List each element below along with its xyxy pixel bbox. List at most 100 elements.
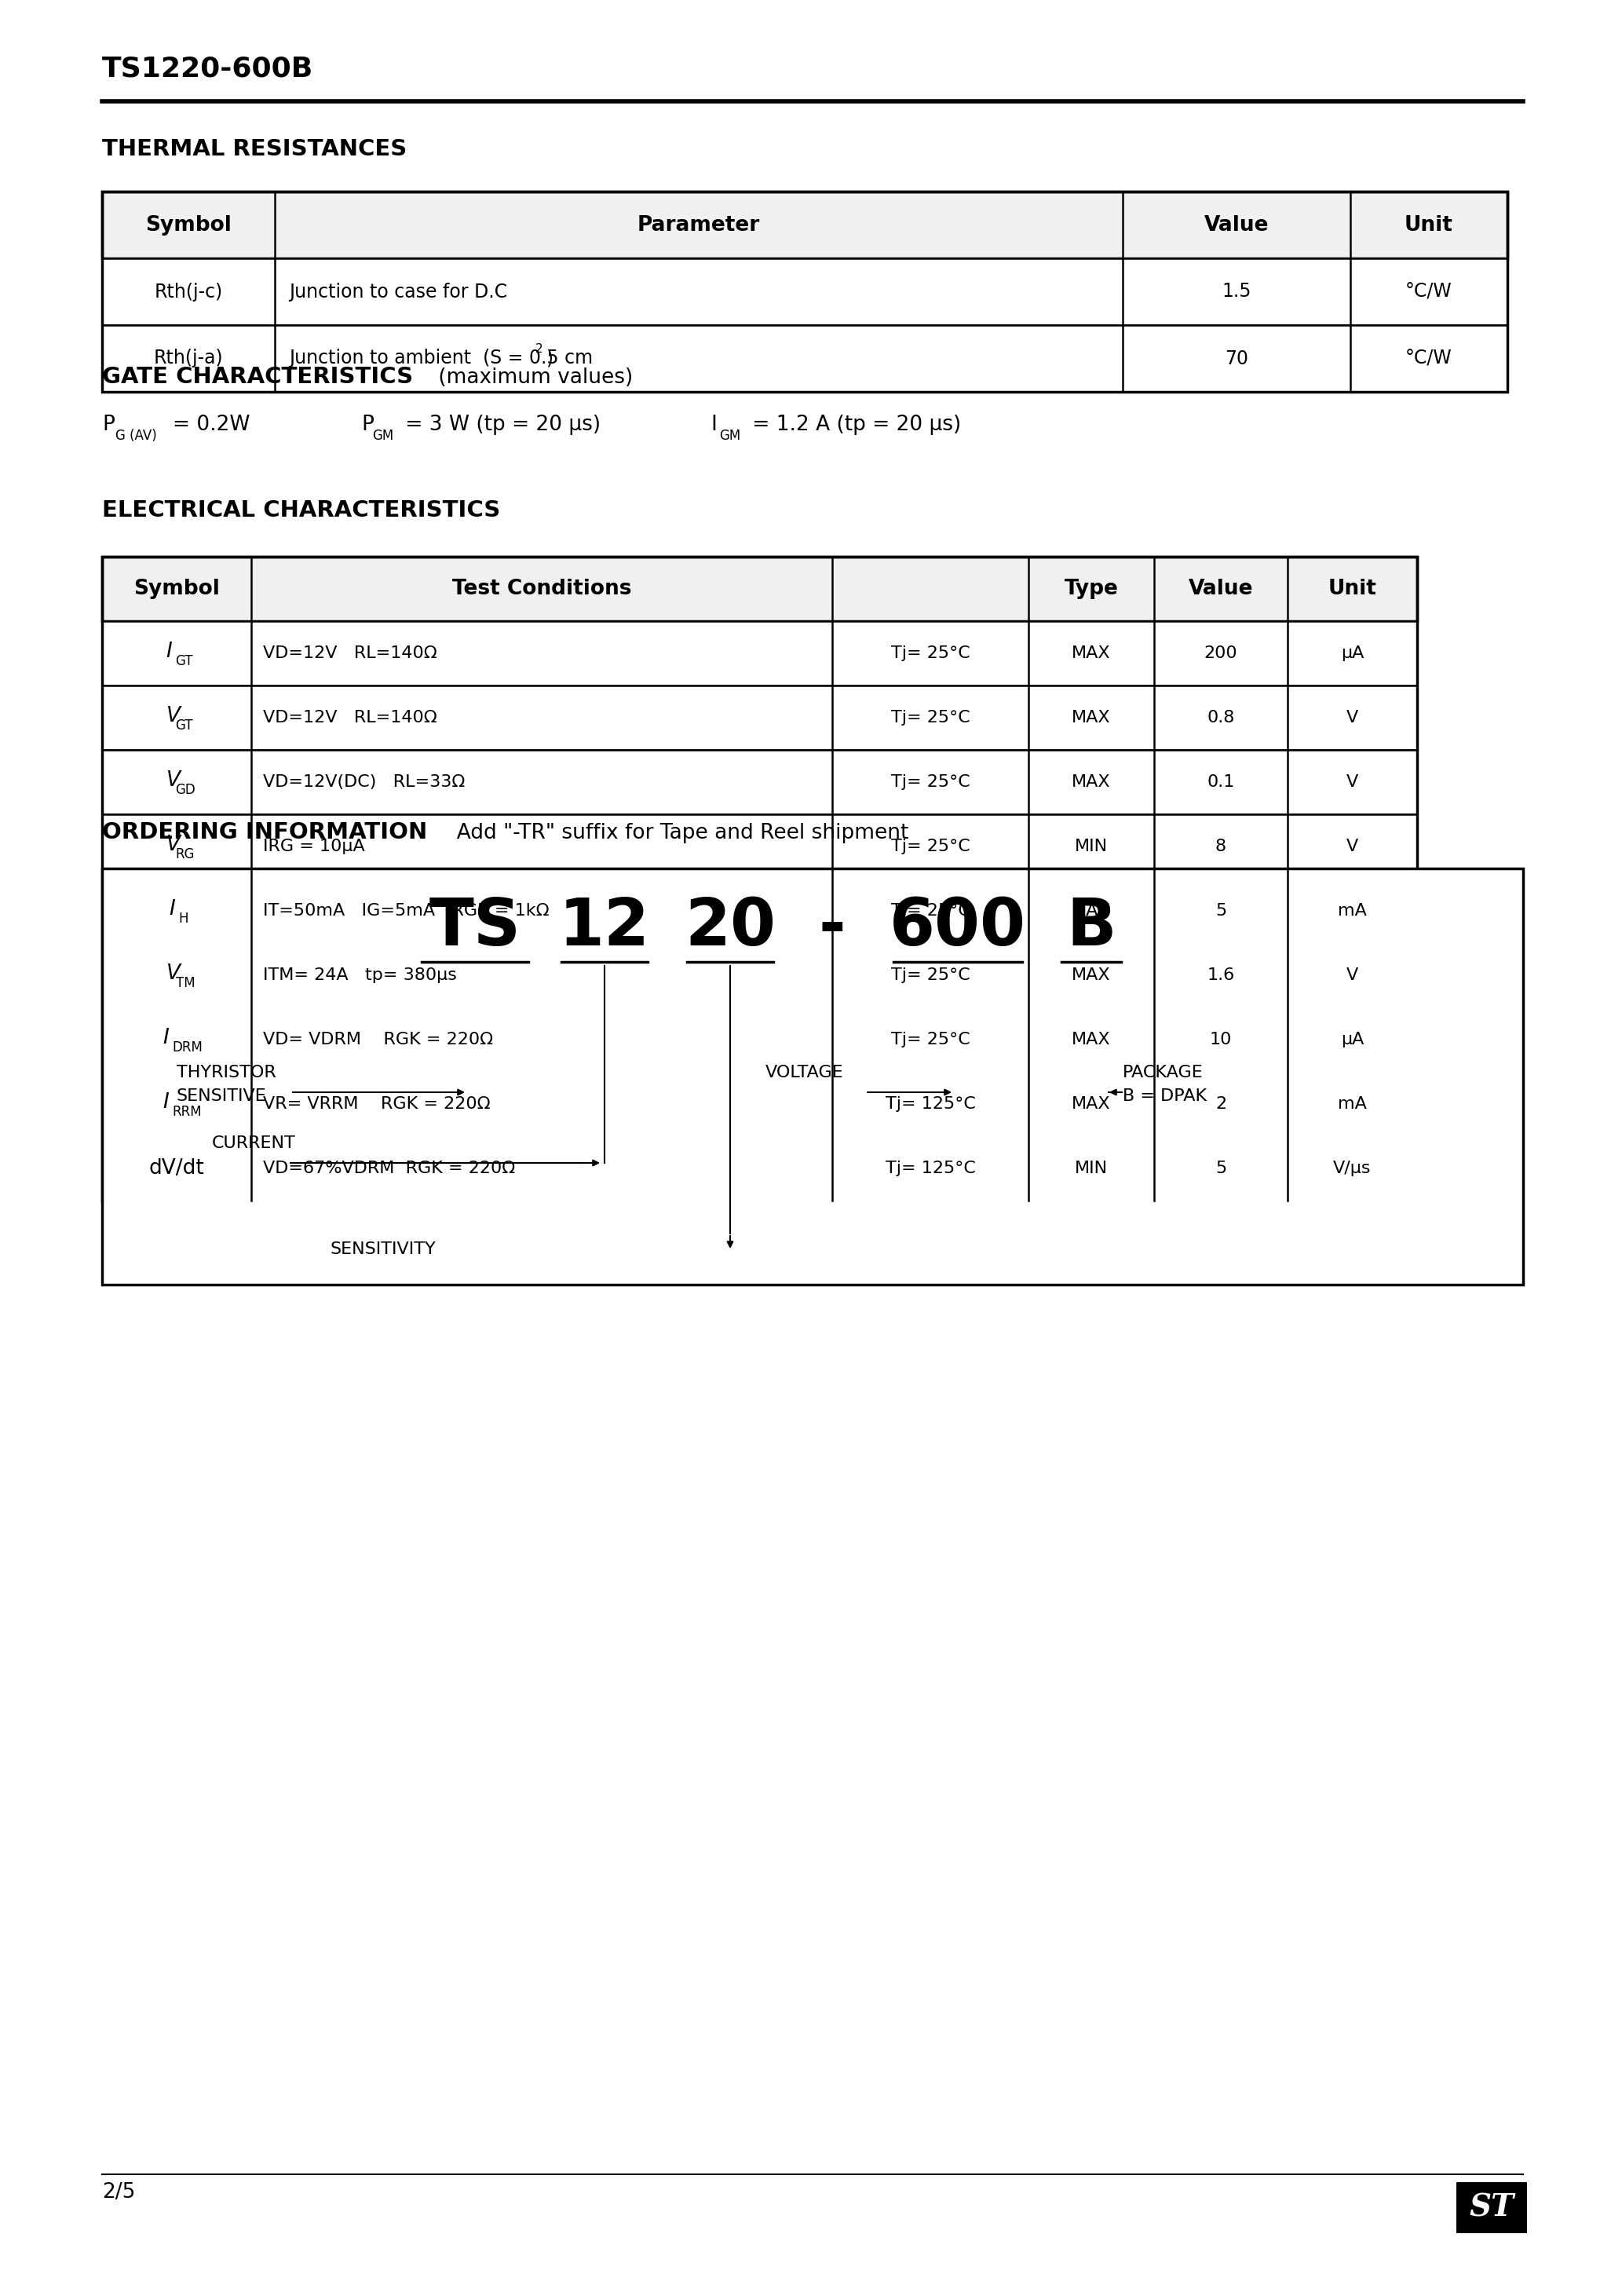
- Text: I: I: [165, 641, 172, 661]
- Text: V: V: [1346, 774, 1358, 790]
- Text: 200: 200: [1204, 645, 1238, 661]
- Text: MAX: MAX: [1072, 774, 1111, 790]
- Text: V/μs: V/μs: [1333, 1159, 1371, 1176]
- Text: ITM= 24A   tp= 380μs: ITM= 24A tp= 380μs: [263, 967, 457, 983]
- Text: GT: GT: [175, 719, 193, 732]
- Text: μA: μA: [1341, 1031, 1364, 1047]
- Text: V: V: [165, 705, 180, 726]
- Text: GT: GT: [175, 654, 193, 668]
- Text: TM: TM: [175, 976, 195, 990]
- Text: Tj= 25°C: Tj= 25°C: [890, 709, 970, 726]
- Text: Unit: Unit: [1405, 216, 1453, 234]
- Text: Symbol: Symbol: [133, 579, 219, 599]
- Text: = 1.2 A (tp = 20 μs): = 1.2 A (tp = 20 μs): [746, 416, 962, 434]
- Bar: [102, 259, 1507, 326]
- Text: GD: GD: [175, 783, 196, 797]
- Bar: [102, 1072, 1418, 1137]
- Text: SENSITIVE: SENSITIVE: [177, 1088, 266, 1104]
- Text: V: V: [165, 769, 180, 790]
- Text: V: V: [1346, 967, 1358, 983]
- Text: ): ): [547, 349, 553, 367]
- Text: MIN: MIN: [1075, 1159, 1108, 1176]
- Text: Parameter: Parameter: [637, 216, 761, 234]
- Text: VD=67%VDRM  RGK = 220Ω: VD=67%VDRM RGK = 220Ω: [263, 1159, 516, 1176]
- Text: P: P: [362, 416, 373, 434]
- Bar: [1457, 2181, 1526, 2234]
- Bar: [102, 326, 1507, 393]
- Text: 5: 5: [1215, 1159, 1226, 1176]
- Text: 0.8: 0.8: [1207, 709, 1234, 726]
- Text: B = DPAK: B = DPAK: [1122, 1088, 1207, 1104]
- Text: THERMAL RESISTANCES: THERMAL RESISTANCES: [102, 138, 407, 161]
- Text: V: V: [1346, 838, 1358, 854]
- Text: °C/W: °C/W: [1405, 282, 1452, 301]
- Text: Tj= 25°C: Tj= 25°C: [890, 1031, 970, 1047]
- Bar: [102, 622, 1418, 687]
- Text: mA: mA: [1338, 1095, 1367, 1111]
- Text: Tj= 25°C: Tj= 25°C: [890, 838, 970, 854]
- Text: -: -: [819, 895, 845, 960]
- Text: Tj= 25°C: Tj= 25°C: [890, 774, 970, 790]
- Text: RRM: RRM: [172, 1104, 201, 1118]
- Text: DRM: DRM: [172, 1040, 203, 1054]
- Text: 10: 10: [1210, 1031, 1233, 1047]
- Bar: [102, 191, 1507, 393]
- Text: PACKAGE: PACKAGE: [1122, 1065, 1204, 1081]
- Bar: [102, 868, 1523, 1286]
- Text: °C/W: °C/W: [1405, 349, 1452, 367]
- Text: Add "-TR" suffix for Tape and Reel shipment: Add "-TR" suffix for Tape and Reel shipm…: [443, 822, 908, 843]
- Text: MAX: MAX: [1072, 1031, 1111, 1047]
- Text: 20: 20: [684, 895, 775, 960]
- Text: Tj= 25°C: Tj= 25°C: [890, 645, 970, 661]
- Bar: [102, 879, 1418, 944]
- Text: μA: μA: [1341, 645, 1364, 661]
- Bar: [102, 815, 1418, 879]
- Bar: [102, 1008, 1418, 1072]
- Text: Tj= 25°C: Tj= 25°C: [890, 902, 970, 918]
- Text: Unit: Unit: [1328, 579, 1377, 599]
- Text: GATE CHARACTERISTICS: GATE CHARACTERISTICS: [102, 365, 414, 388]
- Text: = 3 W (tp = 20 μs): = 3 W (tp = 20 μs): [399, 416, 600, 434]
- Bar: [102, 1137, 1418, 1201]
- Text: Test Conditions: Test Conditions: [453, 579, 631, 599]
- Text: TS: TS: [430, 895, 521, 960]
- Text: 2: 2: [1215, 1095, 1226, 1111]
- Text: V: V: [165, 964, 180, 985]
- Text: Type: Type: [1064, 579, 1118, 599]
- Text: SENSITIVITY: SENSITIVITY: [329, 1242, 436, 1258]
- Text: MAX: MAX: [1072, 645, 1111, 661]
- Text: G (AV): G (AV): [115, 429, 157, 443]
- Text: Rth(j-a): Rth(j-a): [154, 349, 224, 367]
- Text: I: I: [169, 900, 175, 918]
- Text: Tj= 25°C: Tj= 25°C: [890, 967, 970, 983]
- Text: MAX: MAX: [1072, 1095, 1111, 1111]
- Text: 2: 2: [535, 342, 543, 356]
- Text: I: I: [162, 1029, 169, 1049]
- Bar: [102, 556, 1418, 1201]
- Text: ST: ST: [1470, 2193, 1513, 2223]
- Text: ELECTRICAL CHARACTERISTICS: ELECTRICAL CHARACTERISTICS: [102, 501, 500, 521]
- Bar: [102, 687, 1418, 751]
- Text: Junction to case for D.C: Junction to case for D.C: [289, 282, 508, 301]
- Text: CURRENT: CURRENT: [212, 1137, 295, 1150]
- Text: 5: 5: [1215, 902, 1226, 918]
- Bar: [102, 751, 1418, 815]
- Text: MAX: MAX: [1072, 902, 1111, 918]
- Bar: [102, 191, 1507, 259]
- Text: GM: GM: [719, 429, 741, 443]
- Text: IRG = 10μA: IRG = 10μA: [263, 838, 365, 854]
- Bar: [102, 944, 1418, 1008]
- Text: VD=12V(DC)   RL=33Ω: VD=12V(DC) RL=33Ω: [263, 774, 466, 790]
- Text: Value: Value: [1189, 579, 1254, 599]
- Text: 70: 70: [1225, 349, 1249, 367]
- Text: P: P: [102, 416, 115, 434]
- Text: H: H: [178, 912, 188, 925]
- Text: MAX: MAX: [1072, 709, 1111, 726]
- Text: VD= VDRM    RGK = 220Ω: VD= VDRM RGK = 220Ω: [263, 1031, 493, 1047]
- Text: dV/dt: dV/dt: [149, 1157, 204, 1178]
- Text: Rth(j-c): Rth(j-c): [154, 282, 222, 301]
- Bar: [102, 556, 1418, 622]
- Text: VD=12V   RL=140Ω: VD=12V RL=140Ω: [263, 645, 436, 661]
- Text: B: B: [1066, 895, 1116, 960]
- Text: = 0.2W: = 0.2W: [172, 416, 250, 434]
